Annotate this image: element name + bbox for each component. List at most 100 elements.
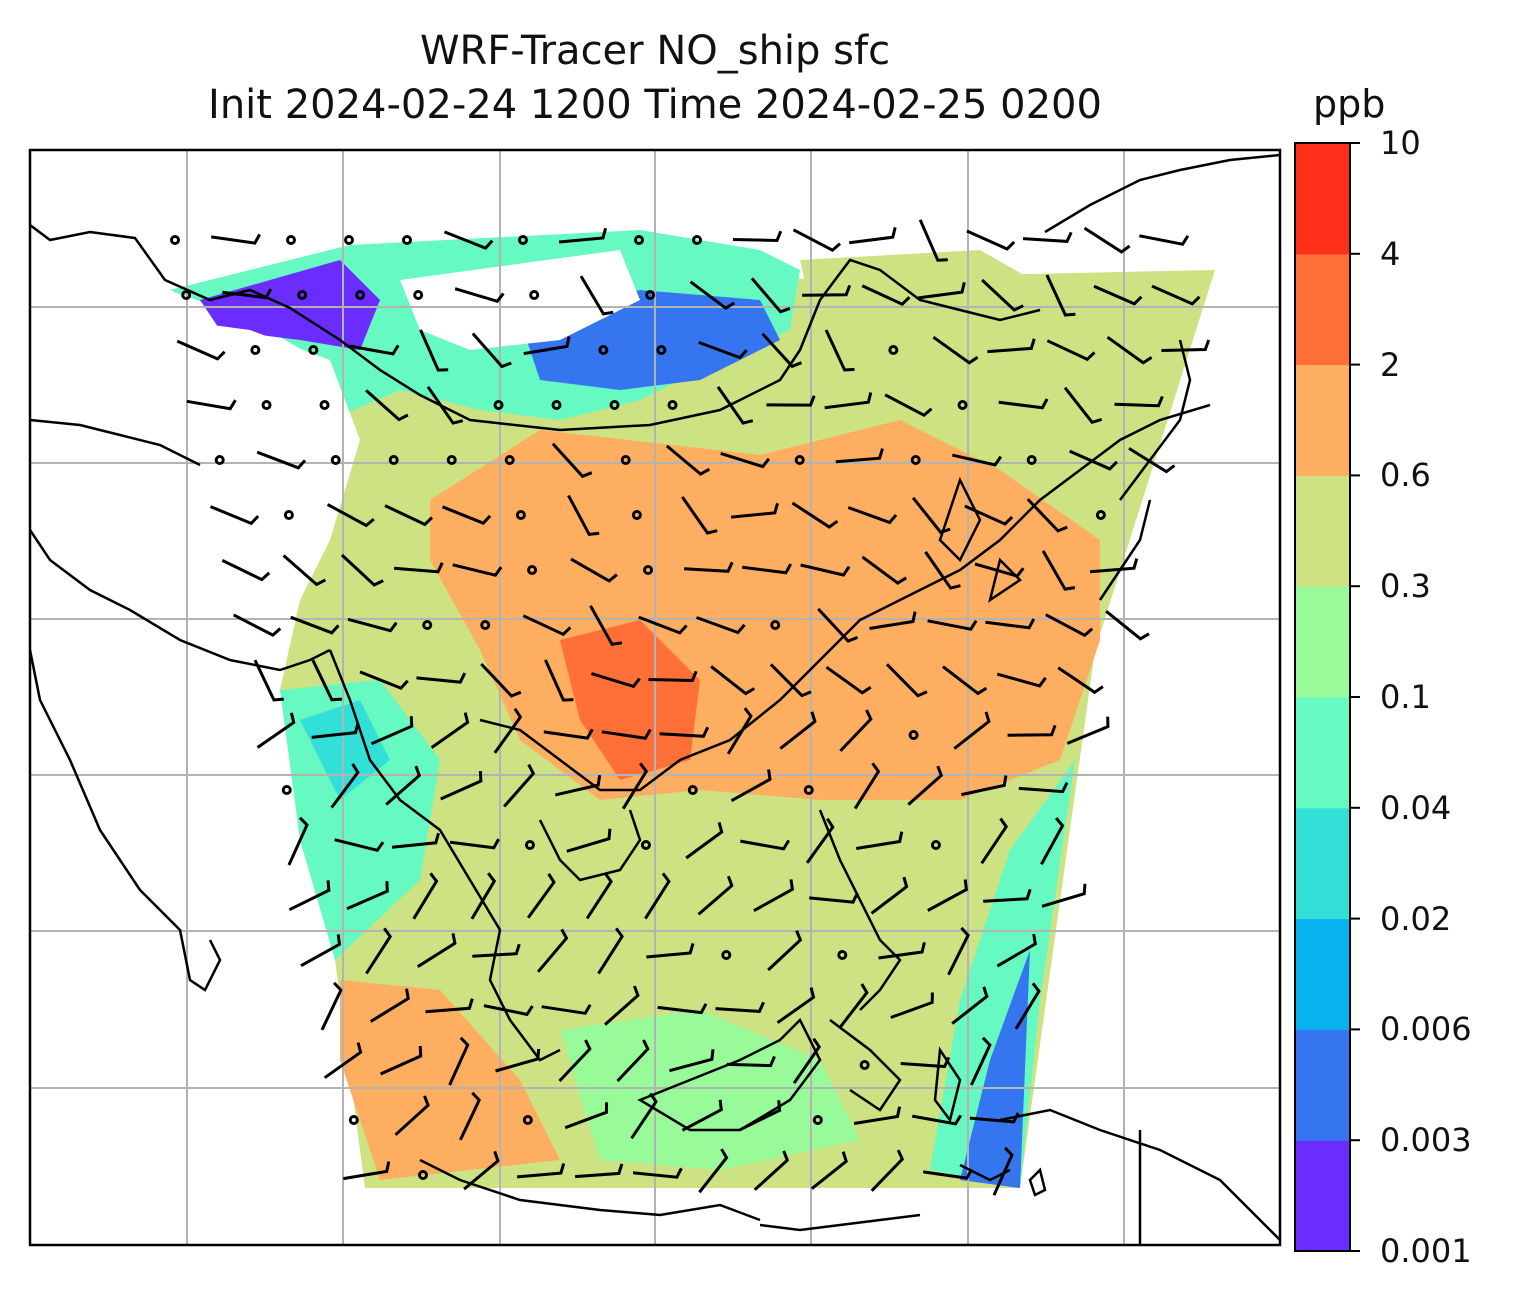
wind-barb — [907, 765, 944, 806]
colorbar-segment — [1295, 364, 1350, 476]
calm-wind-marker — [283, 510, 294, 520]
wind-barb — [425, 998, 474, 1014]
calm-wind-marker — [667, 400, 678, 410]
wind-barb — [330, 763, 360, 809]
wind-barb — [646, 942, 695, 959]
chart-title-line2: Init 2024-02-24 1200 Time 2024-02-25 020… — [208, 82, 1102, 128]
wind-barb — [384, 504, 434, 527]
wind-barb — [1007, 724, 1057, 737]
wind-barb — [980, 817, 1009, 865]
wind-barb — [824, 392, 873, 410]
wind-barb — [825, 665, 872, 695]
wind-barb — [776, 987, 816, 1024]
wind-barb — [346, 881, 389, 911]
wind-barb — [992, 1146, 1014, 1196]
wind-barb — [644, 872, 671, 920]
wind-barb — [985, 618, 1036, 630]
wind-barb — [503, 763, 536, 808]
wind-barb — [419, 329, 449, 372]
wind-barb — [551, 442, 593, 479]
wind-barb — [379, 1045, 423, 1076]
wind-barb — [739, 1100, 782, 1132]
calm-wind-marker — [281, 785, 292, 795]
wind-barb — [924, 551, 961, 590]
calm-wind-marker — [620, 455, 631, 465]
calm-wind-marker — [957, 400, 968, 410]
calm-wind-marker — [181, 290, 192, 300]
calm-wind-marker — [656, 345, 667, 355]
wind-barb — [616, 1039, 650, 1083]
colorbar-segment — [1295, 586, 1350, 698]
wind-barb — [960, 775, 1008, 797]
calm-wind-marker — [170, 235, 180, 245]
wind-barb — [878, 941, 926, 960]
wind-barb — [870, 876, 909, 915]
colorbar — [1295, 142, 1360, 1252]
wind-barb — [638, 615, 688, 635]
calm-wind-marker — [214, 455, 225, 465]
colorbar-tick-label: 0.6 — [1380, 456, 1431, 495]
wind-barb — [256, 450, 307, 470]
wind-barb — [541, 1003, 592, 1015]
wind-barb — [323, 1042, 363, 1079]
wind-barb — [256, 712, 296, 749]
calm-wind-marker — [297, 290, 308, 300]
wind-barb — [761, 332, 803, 369]
wind-barb — [1040, 817, 1065, 866]
wind-barb — [853, 762, 881, 810]
wind-barb — [918, 282, 966, 300]
field-region-nodata-mongolia — [400, 250, 640, 350]
wind-barb — [685, 822, 724, 860]
calm-wind-marker — [418, 1170, 428, 1180]
wind-barb — [221, 559, 271, 582]
wind-barb — [604, 985, 640, 1026]
wind-barb — [365, 389, 409, 422]
wind-barb — [657, 1003, 708, 1015]
calm-wind-marker — [493, 400, 504, 410]
colorbar-tick-label: 0.006 — [1380, 1010, 1472, 1049]
wind-barb — [186, 399, 237, 411]
wind-barb — [590, 672, 641, 689]
wind-barb — [792, 1037, 822, 1084]
wind-barb — [536, 928, 569, 973]
wind-barb — [753, 879, 795, 913]
wind-barb — [347, 617, 398, 633]
wind-barb — [343, 1161, 391, 1181]
wind-barb — [209, 505, 260, 526]
wind-barb — [648, 670, 698, 683]
wind-barb — [720, 451, 771, 469]
wind-barb — [805, 817, 835, 864]
calm-wind-marker — [308, 345, 319, 355]
field-region-red-center — [560, 620, 700, 780]
wind-barb — [1083, 226, 1131, 254]
wind-barb — [1105, 610, 1150, 641]
calm-wind-marker — [344, 235, 354, 245]
wind-barb — [391, 832, 440, 849]
wind-barb — [522, 614, 572, 637]
wind-barb — [365, 927, 393, 975]
colorbar-tick-label: 4 — [1380, 234, 1401, 273]
wind-barb — [334, 838, 385, 853]
wind-barb — [769, 663, 812, 698]
calm-wind-marker — [1095, 510, 1106, 520]
wind-barb — [526, 872, 556, 919]
wind-barb — [861, 555, 907, 585]
calm-wind-marker — [837, 950, 848, 960]
wind-barb — [861, 284, 911, 306]
wind-barb — [449, 838, 500, 850]
wind-barb — [835, 448, 884, 464]
wind-barb — [516, 1163, 566, 1179]
wind-barb — [554, 774, 602, 797]
wind-barb — [463, 1150, 500, 1191]
calm-wind-marker — [692, 235, 702, 245]
wind-barb — [1041, 883, 1087, 908]
wind-barb — [416, 933, 457, 968]
wind-barb — [742, 563, 793, 575]
wind-barb — [927, 619, 978, 631]
calm-wind-marker — [518, 235, 528, 245]
calm-wind-marker — [319, 400, 330, 410]
wind-barb — [970, 1036, 992, 1086]
calm-wind-marker — [515, 510, 526, 520]
colorbar-tick-label: 0.04 — [1380, 788, 1452, 827]
wind-barb — [1161, 339, 1211, 352]
